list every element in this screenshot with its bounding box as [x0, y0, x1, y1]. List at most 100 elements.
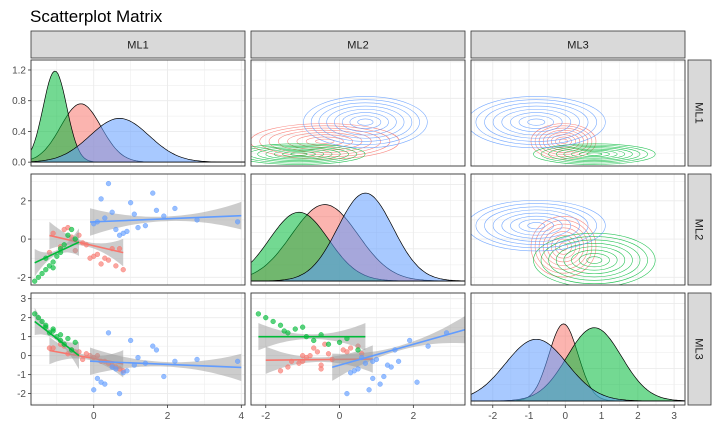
scatter-point [142, 223, 148, 229]
density-contour [555, 147, 633, 161]
scatter-point [35, 274, 41, 280]
y-tick-label: 1 [20, 332, 26, 343]
panel-data [31, 70, 245, 163]
y-tick-label: -2 [17, 389, 26, 400]
density-contour [563, 148, 626, 160]
scatter-point [109, 209, 115, 215]
density-contour [471, 200, 606, 252]
y-tick-label: 2 [20, 196, 26, 207]
scatter-point [50, 259, 56, 265]
row-strip-label-ml1: ML1 [693, 102, 705, 123]
density-contour [318, 102, 413, 142]
panel-grid: ML1 ML2 ML3 ML1 ML2 ML3 0.0 0.4 0.8 1.2 -2 0 2 -2 -1 0 1… [12, 30, 712, 422]
density-contour [273, 149, 325, 159]
chart-title: Scatterplot Matrix [30, 7, 163, 26]
scatter-point [46, 345, 53, 351]
density-contour [555, 243, 633, 278]
scatter-point [344, 391, 350, 397]
scatter-point [150, 343, 156, 349]
scatter-point [366, 387, 372, 393]
panel-data [255, 311, 465, 397]
panel-data [251, 96, 428, 165]
scatter-point [311, 345, 317, 351]
scatter-point [270, 318, 276, 325]
density-curve [251, 192, 465, 282]
x-tick-label: 0 [337, 411, 343, 422]
density-contour [475, 203, 597, 249]
density-contour [563, 246, 626, 274]
density-contour [290, 152, 308, 156]
scatter-point [355, 347, 361, 353]
panel-border [250, 173, 466, 286]
scatter-point [377, 381, 383, 387]
density-contour [257, 147, 341, 161]
density-contour [518, 115, 554, 129]
scatter-point [105, 330, 112, 336]
y-tick-label: -2 [17, 273, 26, 284]
density-contour [533, 143, 656, 165]
panel-border [470, 292, 686, 406]
scatter-point [131, 211, 137, 217]
density-curve [471, 338, 685, 402]
scatter-point [87, 255, 93, 261]
scatter-point [300, 353, 306, 359]
density-contour [296, 134, 353, 149]
panel-data [251, 192, 465, 282]
regression-line [90, 214, 242, 223]
scatter-point [124, 228, 130, 235]
density-contour [571, 249, 618, 271]
gridlines [31, 293, 245, 405]
panel-data [32, 180, 242, 284]
density-contour [326, 105, 405, 139]
density-contour [586, 256, 603, 264]
density-contour [527, 118, 546, 126]
scatter-point [65, 335, 71, 342]
x-tick-label: 2 [635, 411, 641, 422]
regression-line [34, 241, 80, 264]
density-contour [303, 96, 428, 149]
scatter-point [120, 267, 126, 273]
scatter-point [102, 215, 108, 221]
x-tick-label: 4 [239, 411, 245, 422]
density-contour [259, 125, 391, 158]
density-contour [471, 96, 606, 149]
scatter-point [311, 337, 317, 344]
panel-ml3-ml1: -2 -1 0 1 2 3 0 2 4 [17, 292, 246, 422]
panel-ml2-ml1: -2 0 2 [17, 173, 246, 286]
density-contour [251, 146, 349, 163]
regression-line [34, 320, 80, 357]
scatter-point [113, 263, 119, 269]
panel-ml2-ml3 [470, 173, 686, 286]
density-contour [533, 232, 656, 285]
scatter-point [194, 356, 200, 363]
x-tick-label: -2 [261, 411, 270, 422]
density-contour [484, 206, 589, 245]
scatter-point [98, 261, 104, 267]
scatter-point [153, 347, 160, 353]
scatter-point [325, 341, 332, 347]
scatter-point [39, 270, 45, 277]
scatter-point [300, 324, 306, 330]
y-tick-label: 0 [20, 351, 26, 362]
density-contour [334, 108, 397, 136]
column-strip-label-ml1: ML1 [127, 40, 148, 52]
scatter-point [318, 366, 324, 372]
scatter-point [135, 354, 141, 361]
y-tick-label: 1.2 [12, 65, 26, 76]
scatter-point [263, 315, 269, 321]
density-contour [501, 108, 572, 136]
density-contour [510, 215, 563, 236]
scatter-point [68, 226, 75, 233]
scatter-point [135, 224, 141, 231]
scatter-point [351, 368, 357, 374]
density-contour [475, 99, 597, 145]
y-tick-label: 0.8 [12, 96, 26, 107]
scatter-point [116, 246, 123, 252]
column-strip-label-ml2: ML2 [347, 40, 368, 52]
column-strip-label-ml3: ML3 [567, 40, 588, 52]
scatter-point [50, 230, 56, 236]
density-contour [310, 99, 420, 145]
scatter-point [325, 351, 332, 357]
density-contour [527, 222, 546, 230]
scatter-point [105, 180, 112, 187]
